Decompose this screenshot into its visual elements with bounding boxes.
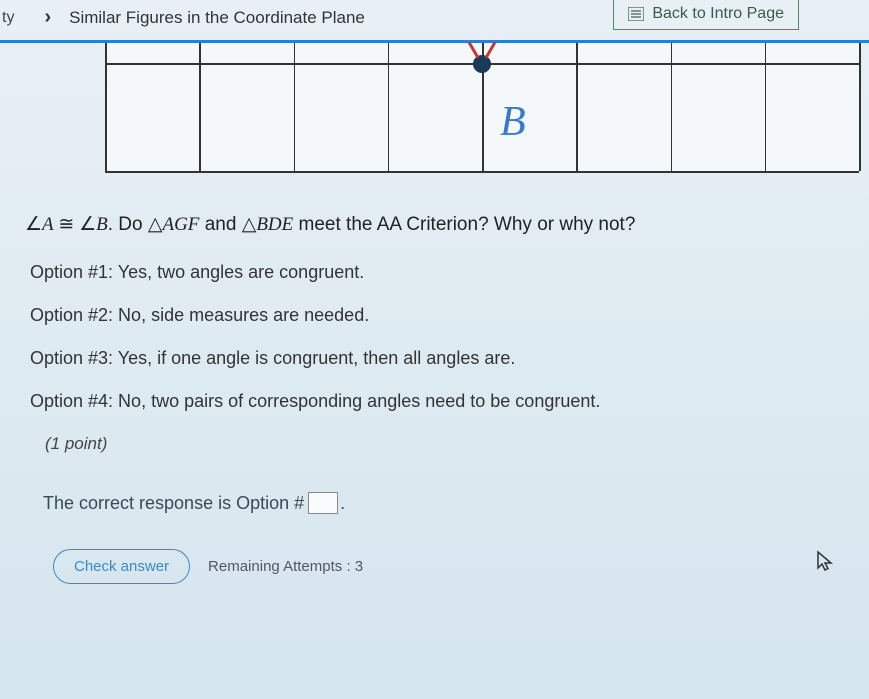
check-answer-button[interactable]: Check answer (53, 549, 190, 584)
question-content: ∠A ≅ ∠B. Do △AGF and △BDE meet the AA Cr… (0, 173, 869, 594)
response-text: The correct response is Option # (43, 493, 304, 514)
response-line: The correct response is Option # . (25, 492, 839, 514)
back-to-intro-button[interactable]: Back to Intro Page (613, 0, 799, 30)
option-1: Option #1: Yes, two angles are congruent… (25, 262, 839, 283)
top-bar: LESSON ty › Similar Figures in the Coord… (0, 0, 869, 40)
question-text: ∠A ≅ ∠B. Do △AGF and △BDE meet the AA Cr… (25, 213, 839, 236)
lesson-overline: LESSON (100, 0, 147, 3)
remaining-attempts: Remaining Attempts : 3 (208, 558, 363, 575)
footer-row: Check answer Remaining Attempts : 3 (25, 549, 839, 584)
back-label: Back to Intro Page (652, 5, 784, 23)
option-3: Option #3: Yes, if one angle is congruen… (25, 348, 839, 369)
points-label: (1 point) (25, 434, 839, 454)
cursor-icon (816, 550, 834, 578)
left-tab-fragment: ty (0, 9, 14, 27)
answer-input[interactable] (308, 492, 338, 514)
list-icon (628, 7, 644, 21)
option-2: Option #2: No, side measures are needed. (25, 305, 839, 326)
point-b-label: B (500, 98, 526, 146)
page-title: Similar Figures in the Coordinate Plane (69, 8, 365, 28)
option-4: Option #4: No, two pairs of correspondin… (25, 391, 839, 412)
coordinate-grid: B (105, 43, 859, 173)
chevron-right-icon[interactable]: › (44, 6, 51, 29)
